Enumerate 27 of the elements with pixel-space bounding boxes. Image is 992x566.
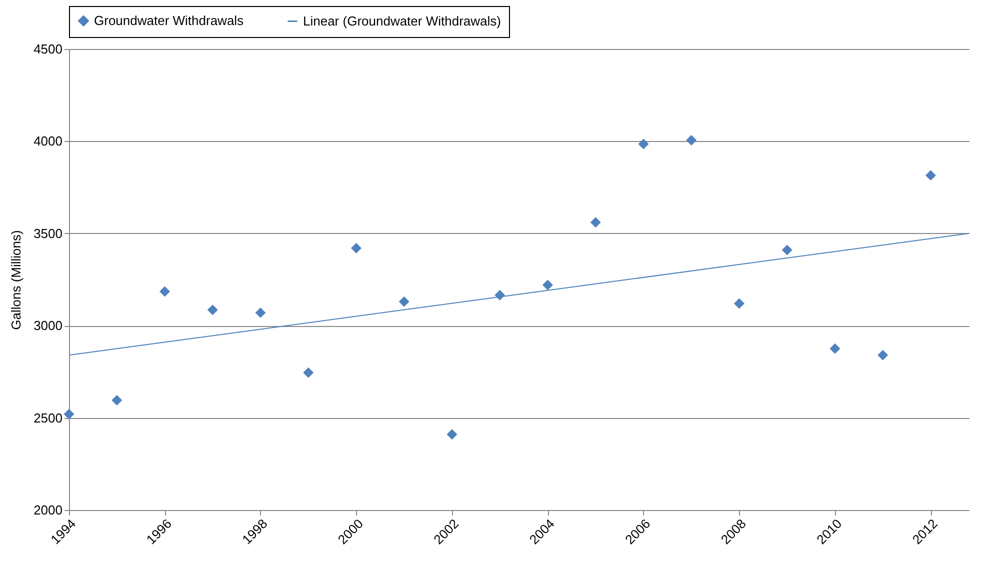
point (830, 343, 840, 354)
legend-label: Linear (Groundwater Withdrawals) (303, 13, 501, 28)
y-tick-label: 2000 (34, 502, 62, 518)
point (686, 135, 697, 146)
point (446, 429, 458, 440)
point (207, 304, 218, 316)
point (925, 170, 936, 181)
legend-label: Groundwater Withdrawals (94, 12, 244, 28)
point (350, 242, 362, 254)
point (878, 350, 888, 360)
point (590, 217, 601, 228)
y-tick-label: 4000 (34, 134, 62, 149)
point (64, 408, 74, 420)
point (160, 286, 170, 297)
point (542, 280, 553, 290)
point (303, 367, 314, 378)
point (734, 298, 744, 309)
point (112, 395, 122, 406)
point (255, 307, 266, 318)
y-tick-label: 3500 (34, 226, 62, 241)
y-tick-label: 2500 (34, 410, 62, 426)
y-tick-label: 3000 (34, 318, 62, 334)
point (398, 296, 410, 307)
point (782, 244, 792, 256)
point (638, 138, 649, 150)
y-tick-label: 4500 (34, 42, 62, 56)
y-axis-title: Gallons (Millions) (8, 230, 24, 330)
